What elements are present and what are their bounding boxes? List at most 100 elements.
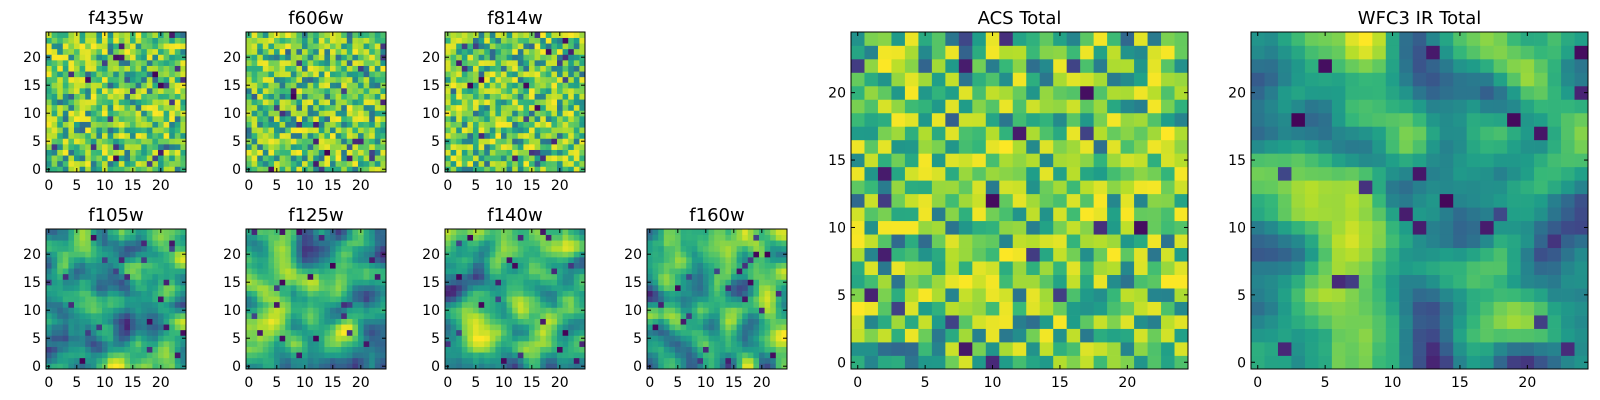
heatmap-cell	[374, 37, 381, 44]
heatmap-cell	[352, 160, 359, 167]
heatmap-cell	[335, 229, 342, 235]
heatmap-cell	[534, 93, 541, 100]
heatmap-cell	[1080, 355, 1094, 370]
heatmap-cell	[335, 240, 342, 247]
heatmap-cell	[46, 352, 52, 359]
heatmap-cell	[456, 110, 463, 117]
heatmap-cell	[313, 262, 320, 269]
heatmap-cell	[113, 268, 120, 275]
heatmap-cell	[152, 296, 159, 303]
heatmap-cell	[290, 160, 297, 167]
heatmap-cell	[313, 268, 320, 275]
heatmap-cell	[335, 160, 342, 167]
heatmap-cell	[307, 88, 314, 94]
heatmap-cell	[62, 132, 69, 139]
heatmap-cell	[534, 82, 541, 89]
heatmap-cell	[290, 155, 297, 162]
heatmap-cell	[363, 357, 370, 364]
heatmap-cell	[551, 290, 558, 297]
heatmap-cell	[62, 166, 69, 173]
heatmap-cell	[318, 318, 325, 325]
heatmap-cell	[374, 132, 381, 139]
heatmap-cell	[904, 166, 919, 181]
heatmap-cell	[512, 132, 519, 139]
heatmap-cell	[764, 363, 771, 370]
x-tick-label: 5	[272, 178, 281, 194]
heatmap-cell	[262, 121, 269, 128]
heatmap-cell	[517, 110, 524, 117]
heatmap-cell	[501, 88, 507, 94]
heatmap-cell	[90, 37, 97, 44]
heatmap-cell	[274, 138, 280, 145]
heatmap-cell	[174, 285, 181, 291]
heatmap-cell	[1066, 207, 1081, 222]
heatmap-cell	[96, 82, 103, 89]
heatmap-cell	[551, 273, 558, 280]
heatmap-cell	[118, 352, 125, 359]
heatmap-cell	[62, 341, 69, 347]
heatmap-cell	[461, 285, 468, 291]
heatmap-cell	[557, 138, 563, 145]
heatmap-cell	[534, 48, 541, 55]
heatmap-cell	[714, 234, 721, 241]
heatmap-cell	[473, 160, 479, 167]
heatmap-cell	[781, 245, 788, 252]
heatmap-cell	[268, 296, 275, 303]
heatmap-cell	[675, 341, 681, 347]
heatmap-cell	[478, 88, 485, 94]
heatmap-cell	[302, 273, 308, 280]
heatmap-cell	[51, 352, 58, 359]
heatmap-cell	[174, 257, 181, 263]
heatmap-cell	[568, 279, 575, 286]
heatmap-cell	[495, 279, 502, 286]
heatmap-cell	[374, 88, 381, 94]
heatmap-cell	[380, 245, 387, 252]
heatmap-cell	[573, 160, 580, 167]
heatmap-cell	[152, 240, 159, 247]
heatmap-cell	[501, 138, 507, 145]
heatmap-cell	[246, 104, 252, 111]
heatmap-cell	[363, 251, 370, 258]
heatmap-cell	[163, 160, 170, 167]
heatmap-cell	[296, 346, 303, 353]
heatmap-cell	[380, 324, 387, 331]
heatmap-cell	[257, 43, 264, 50]
heatmap-cell	[540, 48, 547, 55]
heatmap-cell	[268, 352, 275, 359]
heatmap-cell	[467, 279, 474, 286]
heatmap-cell	[557, 82, 563, 89]
heatmap-cell	[158, 301, 164, 308]
heatmap-cell	[57, 54, 64, 61]
heatmap-cell	[369, 160, 376, 167]
heatmap-cell	[753, 341, 760, 347]
heatmap-cell	[972, 247, 987, 262]
heatmap-cell	[517, 82, 524, 89]
heatmap-cell	[85, 132, 92, 139]
heatmap-cell	[753, 240, 760, 247]
heatmap-cell	[130, 88, 136, 94]
heatmap-cell	[324, 138, 331, 145]
heatmap-cell	[257, 155, 264, 162]
heatmap-cell	[141, 138, 148, 145]
heatmap-cell	[534, 251, 541, 258]
heatmap-cell	[1093, 247, 1108, 262]
heatmap-cell	[770, 357, 777, 364]
heatmap-cell	[113, 37, 120, 44]
heatmap-cell	[380, 160, 387, 167]
heatmap-cell	[736, 357, 743, 364]
heatmap-cell	[268, 285, 275, 291]
heatmap-cell	[374, 54, 381, 61]
heatmap-cell	[999, 288, 1014, 302]
heatmap-cell	[296, 352, 303, 359]
heatmap-cell	[146, 160, 153, 167]
heatmap-cell	[290, 324, 297, 331]
heatmap-cell	[307, 268, 314, 275]
heatmap-cell	[501, 313, 507, 319]
heatmap-cell	[257, 307, 264, 314]
heatmap-cell	[495, 301, 502, 308]
heatmap-cell	[102, 48, 108, 55]
heatmap-cell	[246, 71, 252, 78]
heatmap-cell	[246, 65, 252, 72]
heatmap-cell	[506, 132, 513, 139]
heatmap-cell	[152, 99, 159, 106]
